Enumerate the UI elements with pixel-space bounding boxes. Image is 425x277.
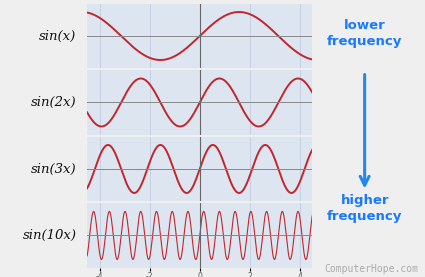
Text: sin(2x): sin(2x) <box>31 96 76 109</box>
Text: sin(x): sin(x) <box>39 30 76 42</box>
Text: sin(10x): sin(10x) <box>23 229 76 242</box>
Text: higher
frequency: higher frequency <box>327 194 402 223</box>
Text: ComputerHope.com: ComputerHope.com <box>325 264 419 274</box>
Text: sin(3x): sin(3x) <box>31 163 76 175</box>
Text: lower
frequency: lower frequency <box>327 19 402 48</box>
